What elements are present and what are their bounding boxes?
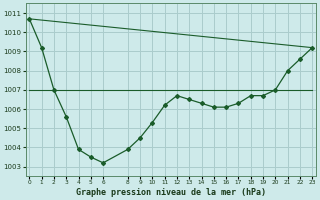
- X-axis label: Graphe pression niveau de la mer (hPa): Graphe pression niveau de la mer (hPa): [76, 188, 266, 197]
